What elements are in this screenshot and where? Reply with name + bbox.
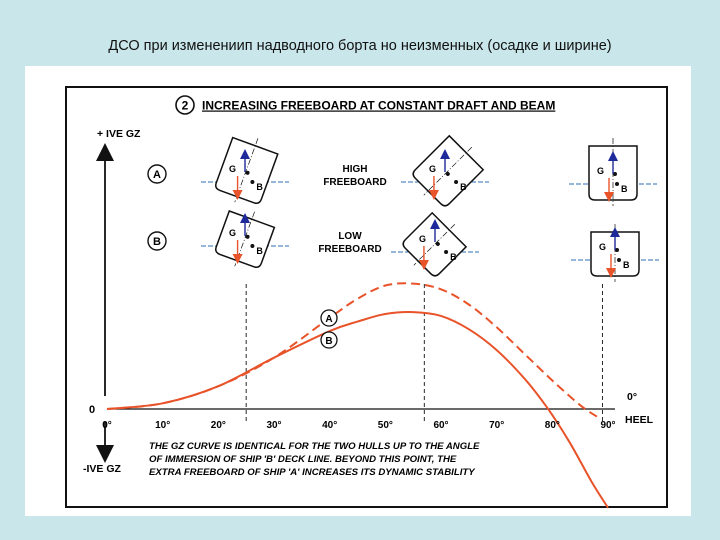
buoyancy-label: B [256,182,263,192]
low-freeboard-caption-line1: LOW [338,231,362,242]
ship-a-large-heel: GB [401,134,489,207]
gravity-label: G [429,164,436,174]
vertical-markers [245,284,603,422]
x-tick-label: 10° [155,420,170,431]
ship-a-upright: GB [569,138,657,206]
y-axis-zero-label: 0 [89,404,95,416]
buoyancy-label: B [621,184,628,194]
panel-number: 2 [182,99,189,113]
x-tick-labels: 0° 10° 20° 30° 40° 50° 60° 70° 80° 90° [102,420,615,431]
figure-panel: 2 INCREASING FREEBOARD AT CONSTANT DRAFT… [25,66,691,516]
x-tick-label: 40° [322,420,337,431]
buoyancy-label: B [623,260,630,270]
inner-frame [65,86,668,508]
buoyancy-arrow-icon [604,192,614,202]
slide-title: ДСО при изменениип надводного борта но н… [108,38,612,54]
buoyancy-arrow-icon [232,190,243,200]
buoyancy-point [454,180,459,184]
gravity-arrow-icon [440,149,450,159]
y-axis-positive-label: + IVE GZ [97,128,141,140]
row-label-a: A [153,169,161,181]
gravity-arrow-icon [610,227,620,237]
ship-b-upright: GB [571,224,659,282]
buoyancy-arrow-icon [232,254,243,264]
hull-outline [402,211,468,277]
panel-number-badge [175,95,195,115]
gravity-arrow-icon [240,213,250,223]
gravity-point [245,170,250,175]
x-tick-label: 30° [266,420,281,431]
gravity-label: G [599,242,606,252]
gravity-label: G [229,228,236,238]
gravity-arrow-icon [608,151,618,161]
buoyancy-point [250,180,255,184]
ship-b-small-heel: GB [201,210,289,269]
hull-outline [214,210,276,269]
buoyancy-label: B [460,182,467,192]
gravity-point [445,172,450,176]
high-freeboard-caption-line2: FREEBOARD [323,177,386,188]
curve-label-a: A [325,314,332,325]
gz-curves [106,282,609,509]
x-tick-label: 50° [378,420,393,431]
annotation-line-2: OF IMMERSION OF SHIP 'B' DECK LINE. BEYO… [149,454,457,465]
gravity-label: G [597,166,604,176]
x-tick-label: 70° [489,420,504,431]
buoyancy-arrow-icon [418,260,429,270]
row-label-b: B [153,236,161,248]
gravity-label: G [419,234,426,244]
hull-group [412,134,485,207]
x-axis-label: HEEL [625,414,654,426]
hull-group [402,211,468,277]
annotation-line-3: EXTRA FREEBOARD OF SHIP 'A' INCREASES IT… [149,467,476,478]
gz-curve-a [106,282,598,418]
buoyancy-label: B [450,252,457,262]
x-tick-label: 60° [433,420,448,431]
row-badge-b [147,231,167,251]
hull-group [214,136,279,205]
gravity-point [613,172,617,176]
gz-chart: 2 INCREASING FREEBOARD AT CONSTANT DRAFT… [65,86,668,509]
x-tick-label: 80° [545,420,560,431]
buoyancy-point [250,244,255,248]
gravity-point [245,234,250,239]
curve-badge-a [320,309,338,327]
zero-angle-marker: 0° [627,391,637,403]
buoyancy-label: B [256,246,263,256]
centreline [423,146,473,196]
gz-curve-b [106,311,609,509]
x-tick-label: 90° [600,420,615,431]
hull-group [590,224,640,282]
hull-outline [214,136,279,205]
x-tick-label: 0° [102,420,112,431]
high-freeboard-caption-line1: HIGH [343,164,368,175]
buoyancy-arrow-icon [606,268,616,278]
buoyancy-arrow-icon [428,190,439,200]
gravity-arrow-icon [240,149,250,159]
annotation-line-1: THE GZ CURVE IS IDENTICAL FOR THE TWO HU… [149,441,480,452]
buoyancy-point [617,258,621,262]
curve-label-b: B [325,336,332,347]
ship-b-large-heel: GB [391,211,479,277]
chart-title: INCREASING FREEBOARD AT CONSTANT DRAFT A… [202,99,555,113]
gravity-point [435,242,440,246]
gravity-label: G [229,164,236,174]
buoyancy-point [615,182,619,186]
gravity-arrow-icon [430,219,440,229]
ship-a-small-heel: GB [201,136,289,205]
y-axis-negative-label: -IVE GZ [83,463,122,475]
low-freeboard-caption-line2: FREEBOARD [318,244,381,255]
x-tick-label: 20° [211,420,226,431]
gravity-point [615,248,619,252]
buoyancy-point [444,250,449,254]
centreline [413,223,456,266]
curve-badge-b [320,331,338,349]
row-badge-a [147,164,167,184]
